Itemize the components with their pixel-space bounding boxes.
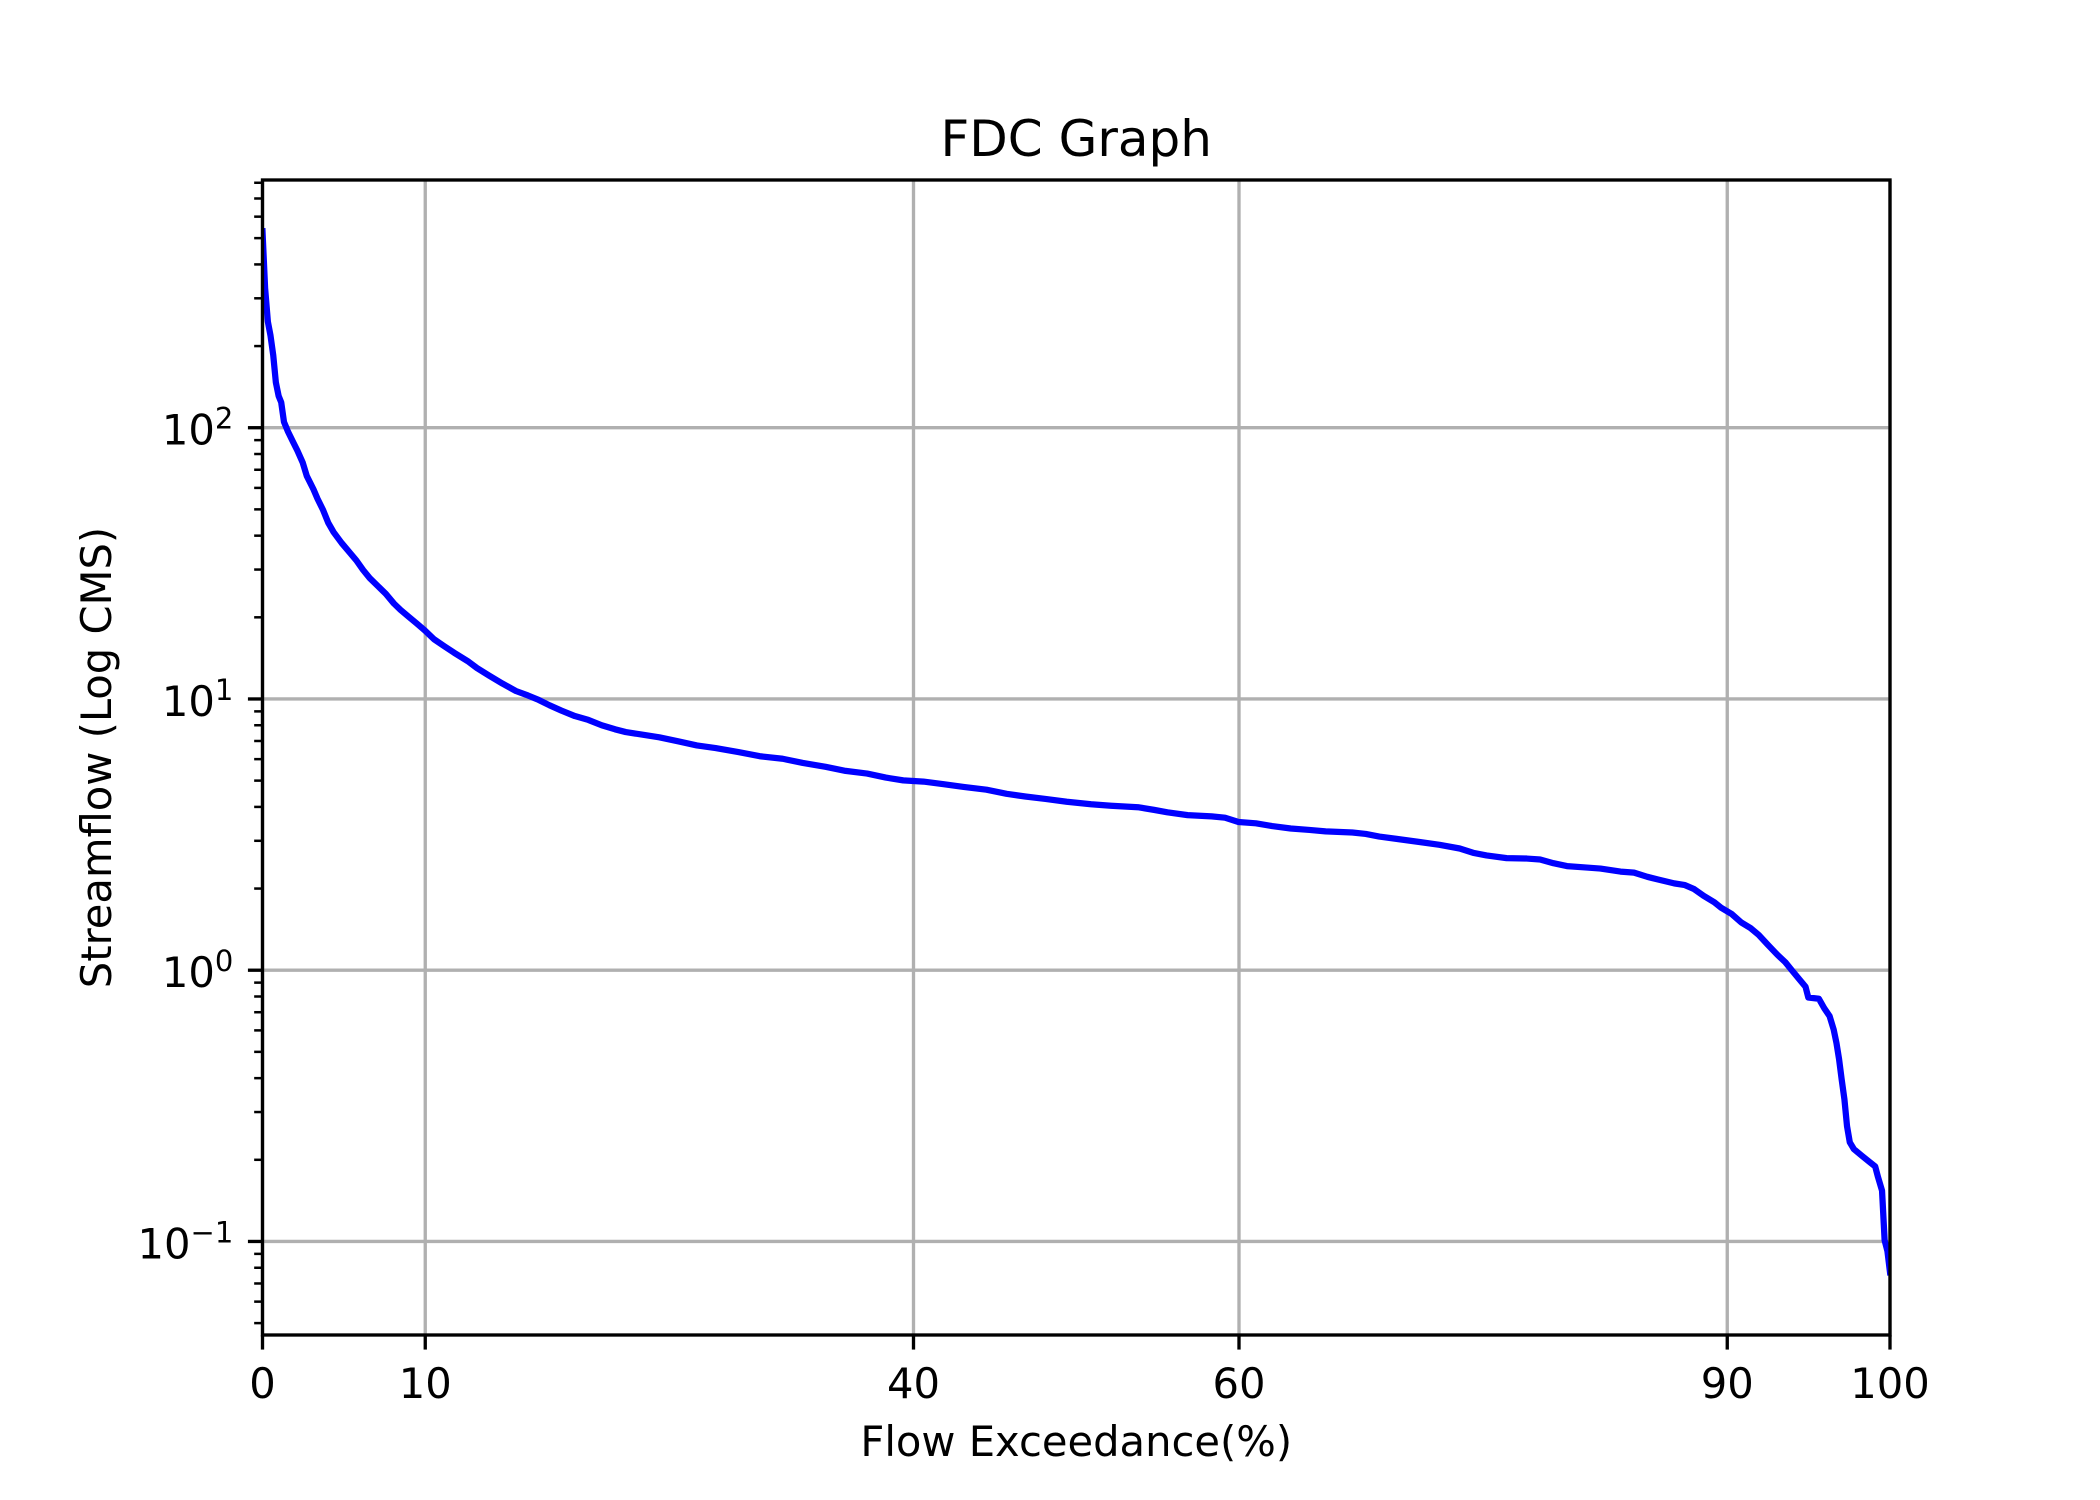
x-tick-label: 0 (249, 1359, 276, 1408)
y-tick-label: 10−1 (138, 1215, 234, 1268)
y-tick-label-exponent: 0 (215, 944, 233, 978)
x-tick-label: 60 (1212, 1359, 1265, 1408)
y-tick-label-base: 10 (162, 406, 215, 455)
x-axis-label: Flow Exceedance(%) (860, 1417, 1292, 1466)
y-tick-label: 102 (162, 402, 233, 455)
x-tick-label: 40 (887, 1359, 940, 1408)
y-tick-label-exponent: −1 (191, 1215, 234, 1249)
y-tick-label-base: 10 (162, 948, 215, 997)
y-tick-label-base: 10 (162, 677, 215, 726)
y-tick-label: 101 (162, 673, 233, 726)
y-tick-label: 100 (162, 944, 233, 997)
y-tick-label-exponent: 1 (215, 673, 233, 707)
x-tick-label: 10 (399, 1359, 452, 1408)
y-tick-label-exponent: 2 (215, 402, 233, 436)
x-tick-label: 100 (1850, 1359, 1930, 1408)
y-tick-label-base: 10 (138, 1219, 191, 1268)
plot-area (262, 180, 1890, 1335)
y-axis-label: Streamflow (Log CMS) (72, 527, 121, 988)
chart-title: FDC Graph (941, 110, 1212, 168)
series-layer (262, 228, 1890, 1276)
x-tick-label: 90 (1701, 1359, 1754, 1408)
plot-frame (260, 178, 1892, 1337)
series-line (262, 228, 1890, 1276)
